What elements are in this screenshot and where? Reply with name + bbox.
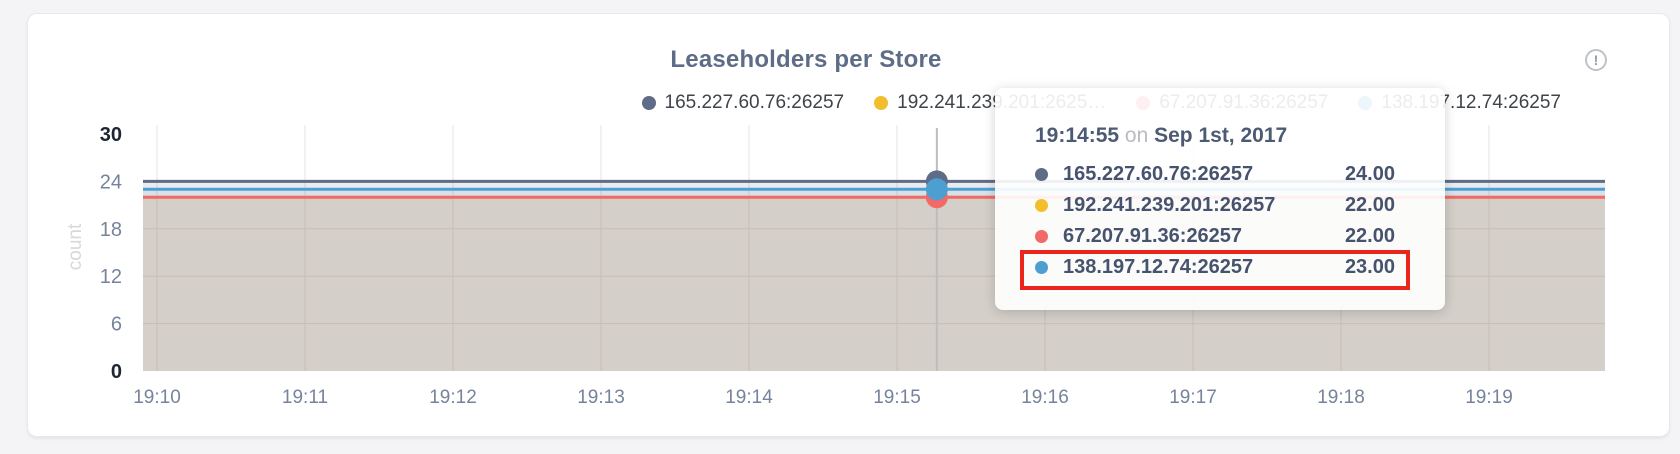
svg-text:19:15: 19:15 (873, 387, 921, 408)
svg-text:19:18: 19:18 (1317, 387, 1365, 408)
svg-text:19:13: 19:13 (577, 387, 625, 408)
svg-text:12: 12 (100, 266, 122, 288)
series-swatch-icon (1035, 199, 1048, 212)
svg-text:19:14: 19:14 (725, 387, 773, 408)
tooltip-row-0: 165.227.60.76:26257 24.00 (1035, 159, 1395, 190)
svg-text:0: 0 (111, 361, 122, 383)
legend-item-0[interactable]: 165.227.60.76:26257 (641, 92, 845, 114)
svg-text:6: 6 (111, 314, 122, 336)
axis-tick-labels: 0 6 12 18 24 30 19:10 19:11 19:12 19:13 19:14 19:15… (100, 124, 1513, 408)
tooltip-series-name: 67.207.91.36:26257 (1063, 225, 1243, 247)
chart-title: Leaseholders per Store (670, 46, 942, 73)
legend-label: 165.227.60.76:26257 (664, 92, 845, 113)
svg-text:19:16: 19:16 (1021, 387, 1069, 408)
legend-swatch-icon (874, 96, 889, 110)
series-swatch-icon (1035, 230, 1048, 243)
tooltip-series-name: 138.197.12.74:26257 (1063, 256, 1254, 278)
svg-text:19:19: 19:19 (1465, 387, 1513, 408)
svg-text:19:10: 19:10 (133, 387, 181, 408)
tooltip-series-value: 23.00 (1344, 256, 1395, 278)
info-icon[interactable]: ! (1585, 49, 1607, 71)
tooltip-row-2: 67.207.91.36:26257 22.00 (1035, 221, 1395, 252)
tooltip-row-3: 138.197.12.74:26257 23.00 (1035, 252, 1395, 283)
y-axis-label: count (65, 223, 86, 271)
tooltip-time: 19:14:55 (1035, 124, 1120, 147)
svg-text:19:11: 19:11 (282, 387, 328, 408)
tooltip-series-name: 165.227.60.76:26257 (1063, 163, 1254, 185)
hover-tooltip: 19:14:55 on Sep 1st, 2017 165.227.60.76:… (995, 88, 1445, 310)
tooltip-series-value: 22.00 (1344, 225, 1395, 247)
tooltip-series-value: 24.00 (1344, 163, 1395, 185)
tooltip-timestamp: 19:14:55 on Sep 1st, 2017 (1035, 122, 1395, 150)
tooltip-date: Sep 1st, 2017 (1154, 124, 1288, 147)
svg-text:30: 30 (100, 124, 122, 146)
svg-text:19:17: 19:17 (1169, 387, 1217, 408)
tooltip-connector: on (1124, 124, 1149, 147)
series-swatch-icon (1035, 261, 1048, 274)
svg-text:24: 24 (100, 171, 122, 193)
svg-text:18: 18 (100, 219, 122, 241)
legend-swatch-icon (641, 96, 656, 110)
hover-points (925, 170, 948, 209)
exclamation-glyph: ! (1593, 52, 1599, 68)
tooltip-row-1: 192.241.239.201:26257 22.00 (1035, 190, 1395, 221)
series-swatch-icon (1035, 168, 1048, 181)
tooltip-series-name: 192.241.239.201:26257 (1063, 194, 1276, 216)
svg-text:19:12: 19:12 (429, 387, 477, 408)
tooltip-series-value: 22.00 (1344, 194, 1395, 216)
